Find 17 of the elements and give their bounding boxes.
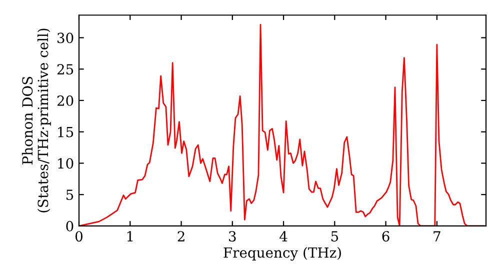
y-tick-label: 30 [58,32,74,44]
x-tick-label: 2 [178,231,184,242]
x-axis-title: Frequency (THz) [224,247,341,261]
y-tick-label: 20 [57,95,74,106]
x-tick-label: 1 [127,231,133,242]
y-tick-label: 10 [58,158,74,169]
y-tick-label: 0 [66,220,74,232]
x-tick-label: 5 [331,231,338,242]
y-tick-label: 25 [57,64,74,75]
y-axis-title: Phonon DOS (States/THz·primitive cell) [22,28,51,212]
x-tick-label: 4 [280,231,288,242]
x-tick-label: 3 [229,231,236,242]
x-tick-label: 6 [382,231,390,242]
x-tick-label: 0 [75,231,82,242]
y-tick-label: 5 [66,190,74,200]
y-tick-label: 15 [58,126,74,138]
x-tick-label: 7 [434,231,440,242]
